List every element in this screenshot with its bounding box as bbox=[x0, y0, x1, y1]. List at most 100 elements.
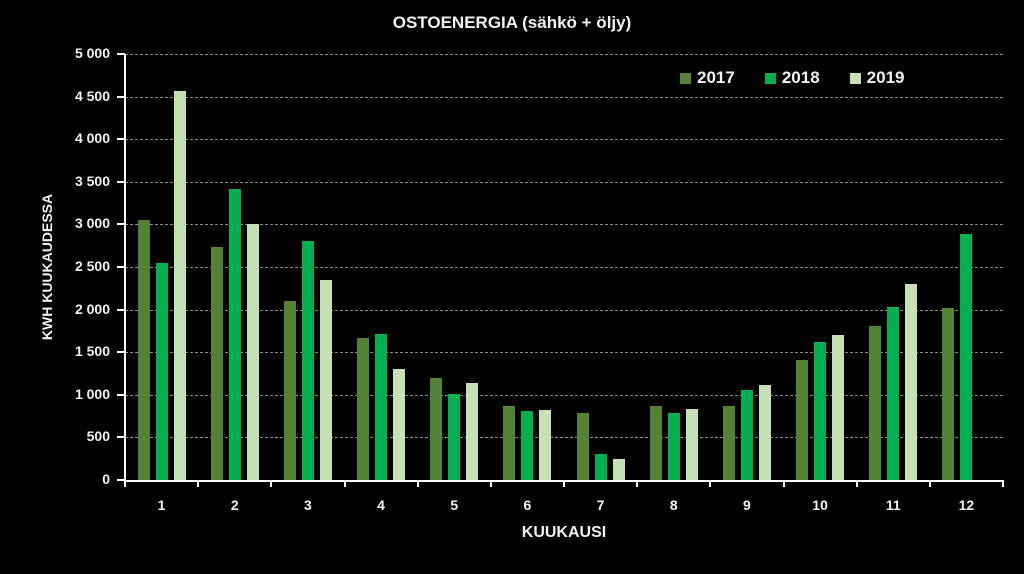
x-tick-label: 3 bbox=[304, 497, 312, 513]
legend-label: 2017 bbox=[697, 68, 735, 87]
x-tick-label: 1 bbox=[157, 497, 166, 513]
x-tick-label: 10 bbox=[812, 497, 828, 513]
bar-2019-month-11 bbox=[905, 284, 918, 480]
bar-2019-month-7 bbox=[612, 458, 625, 480]
y-tick-label: 5 000 bbox=[74, 45, 110, 61]
y-tick bbox=[117, 393, 125, 396]
bar-2017-month-8 bbox=[649, 405, 662, 480]
x-tick-label: 5 bbox=[450, 497, 459, 513]
y-tick bbox=[117, 436, 125, 439]
y-tick bbox=[117, 266, 125, 268]
y-tick bbox=[117, 180, 125, 183]
y-tick bbox=[117, 138, 125, 141]
x-tick bbox=[636, 480, 639, 487]
chart-title: OSTOENERGIA (sähkö + öljy) bbox=[392, 13, 632, 32]
legend-item-2017: 2017 bbox=[680, 68, 735, 88]
bar-2019-month-3 bbox=[319, 279, 332, 480]
x-tick bbox=[343, 480, 346, 487]
bar-2017-month-6 bbox=[503, 405, 516, 480]
x-tick-label: 6 bbox=[523, 497, 532, 513]
y-tick-label: 4 500 bbox=[74, 87, 110, 104]
gridline bbox=[125, 437, 1003, 439]
bar-2018-month-3 bbox=[301, 241, 314, 480]
x-tick-label: 8 bbox=[669, 497, 678, 513]
y-tick-label: 2 000 bbox=[74, 300, 110, 317]
bar-2018-month-5 bbox=[448, 393, 461, 480]
bar-2017-month-3 bbox=[283, 301, 296, 480]
gridline bbox=[125, 96, 1003, 98]
bar-2019-month-4 bbox=[393, 369, 406, 480]
x-tick bbox=[416, 480, 419, 487]
y-tick-label: 500 bbox=[86, 428, 110, 445]
legend-label: 2018 bbox=[781, 68, 820, 87]
gridline bbox=[125, 54, 1003, 55]
x-tick bbox=[563, 480, 565, 487]
bar-2018-month-10 bbox=[814, 341, 827, 480]
y-tick bbox=[117, 479, 125, 481]
bar-2017-month-4 bbox=[357, 337, 370, 480]
bar-2017-month-9 bbox=[722, 405, 735, 480]
gridline bbox=[125, 309, 1003, 311]
y-axis-line bbox=[124, 54, 126, 481]
y-tick bbox=[117, 95, 125, 98]
y-tick-label: 0 bbox=[102, 471, 110, 487]
bar-2017-month-5 bbox=[430, 377, 443, 480]
y-tick-label: 4 000 bbox=[74, 130, 110, 147]
bar-2017-month-7 bbox=[576, 412, 589, 480]
legend-swatch-icon bbox=[849, 72, 861, 84]
gridline bbox=[125, 181, 1003, 183]
plot-area bbox=[125, 54, 1003, 480]
bar-2017-month-11 bbox=[869, 325, 882, 480]
bar-2019-month-6 bbox=[539, 410, 552, 480]
bar-2019-month-1 bbox=[173, 90, 186, 480]
gridline bbox=[125, 352, 1003, 354]
gridline bbox=[125, 224, 1003, 226]
bar-2017-month-10 bbox=[796, 359, 809, 480]
legend-item-2018: 2018 bbox=[764, 68, 820, 88]
bar-2018-month-11 bbox=[887, 307, 900, 480]
bar-2019-month-8 bbox=[685, 409, 698, 480]
legend-label: 2019 bbox=[866, 68, 905, 87]
bar-2018-month-12 bbox=[960, 233, 973, 480]
x-tick bbox=[124, 480, 126, 487]
bar-2018-month-1 bbox=[155, 262, 168, 480]
x-axis-title: KUUKAUSI bbox=[521, 524, 607, 541]
bar-2017-month-12 bbox=[942, 307, 955, 480]
x-tick bbox=[197, 480, 200, 487]
gridline bbox=[125, 267, 1003, 268]
y-tick-label: 1 000 bbox=[74, 385, 110, 402]
legend-item-2019: 2019 bbox=[849, 68, 905, 88]
y-tick-label: 1 500 bbox=[74, 343, 110, 360]
bar-2018-month-8 bbox=[667, 412, 680, 480]
y-tick-label: 3 000 bbox=[74, 215, 110, 232]
bar-2018-month-2 bbox=[228, 189, 241, 480]
legend: 2017 2018 2019 bbox=[680, 68, 904, 88]
x-tick-label: 4 bbox=[377, 497, 385, 513]
x-tick bbox=[928, 480, 931, 487]
legend-swatch-icon bbox=[680, 72, 691, 84]
x-tick-label: 2 bbox=[230, 497, 239, 513]
bar-2017-month-2 bbox=[210, 246, 223, 480]
bar-2017-month-1 bbox=[137, 220, 150, 480]
x-tick bbox=[709, 480, 712, 487]
x-tick-label: 11 bbox=[885, 497, 901, 513]
y-tick bbox=[117, 53, 125, 55]
x-tick-label: 7 bbox=[596, 497, 605, 513]
y-tick bbox=[117, 223, 125, 226]
y-tick bbox=[117, 308, 125, 311]
y-tick-label: 2 500 bbox=[74, 258, 110, 274]
x-tick bbox=[489, 480, 492, 487]
bar-2018-month-6 bbox=[521, 411, 534, 480]
y-tick-label: 3 500 bbox=[74, 172, 110, 189]
x-tick-label: 9 bbox=[743, 497, 751, 513]
bar-2019-month-9 bbox=[758, 384, 771, 480]
x-tick-label: 12 bbox=[958, 497, 975, 513]
bar-2019-month-2 bbox=[246, 223, 259, 480]
bar-2018-month-7 bbox=[594, 454, 607, 480]
bar-2018-month-4 bbox=[375, 334, 388, 480]
legend-swatch-icon bbox=[764, 72, 776, 84]
gridline bbox=[125, 394, 1003, 396]
gridline bbox=[125, 139, 1003, 141]
x-tick bbox=[855, 480, 858, 487]
x-tick bbox=[1002, 480, 1004, 487]
